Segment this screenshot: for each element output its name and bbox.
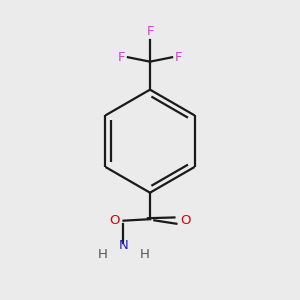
Text: O: O [109, 214, 120, 227]
Text: F: F [118, 51, 126, 64]
Text: H: H [140, 248, 150, 261]
Text: F: F [146, 25, 154, 38]
Text: N: N [118, 239, 128, 252]
Text: O: O [180, 214, 191, 227]
Text: H: H [98, 248, 107, 261]
Text: F: F [174, 51, 182, 64]
